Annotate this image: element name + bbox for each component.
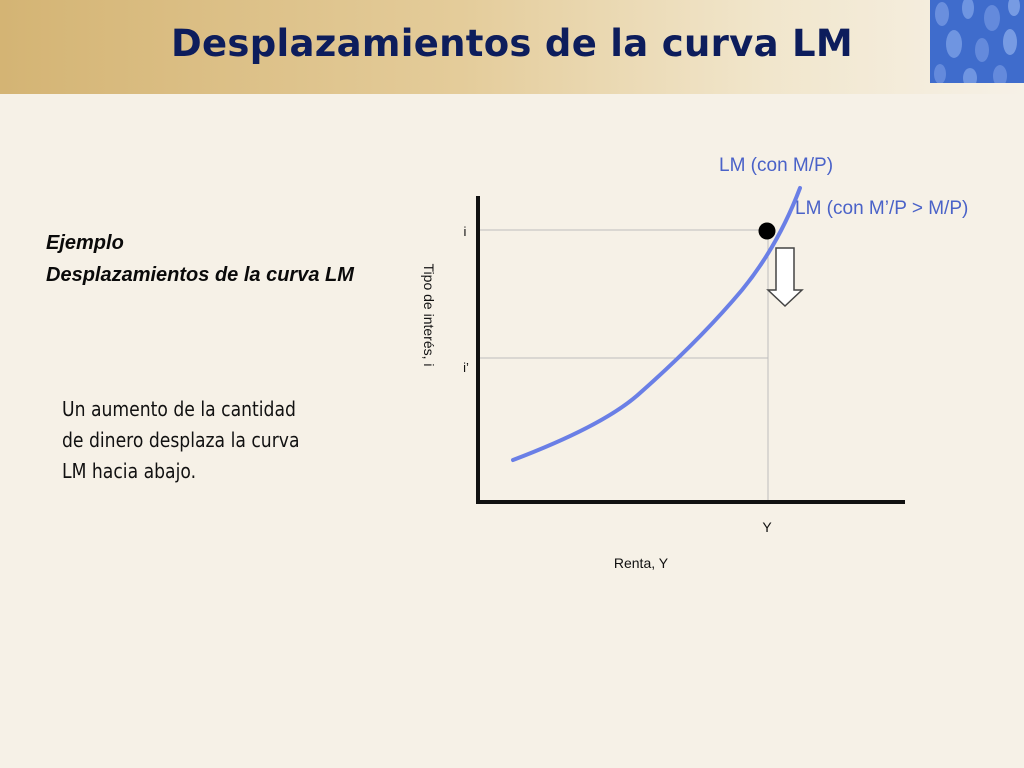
curve-label-original: LM (con M/P) (719, 155, 833, 176)
tick-label-Y: Y (762, 519, 772, 535)
tick-label-i-prime: i’ (463, 360, 469, 375)
side-heading-ejemplo: Ejemplo (46, 232, 124, 254)
shift-down-arrow-icon (766, 247, 804, 308)
slide-title: Desplazamientos de la curva LM (170, 22, 854, 65)
tick-label-i: i (464, 224, 467, 239)
y-axis-label: Tipo de interés, i (421, 264, 437, 367)
corner-decoration (930, 0, 1024, 83)
equilibrium-point (758, 222, 776, 240)
header-band (0, 0, 1024, 94)
side-heading-topic: Desplazamientos de la curva LM (46, 264, 354, 286)
curve-label-shifted: LM (con M’/P > M/P) (795, 198, 968, 219)
explanation-text: Un aumento de la cantidad de dinero desp… (62, 397, 300, 483)
x-axis-label: Renta, Y (614, 555, 669, 571)
lm-curve (511, 186, 802, 462)
